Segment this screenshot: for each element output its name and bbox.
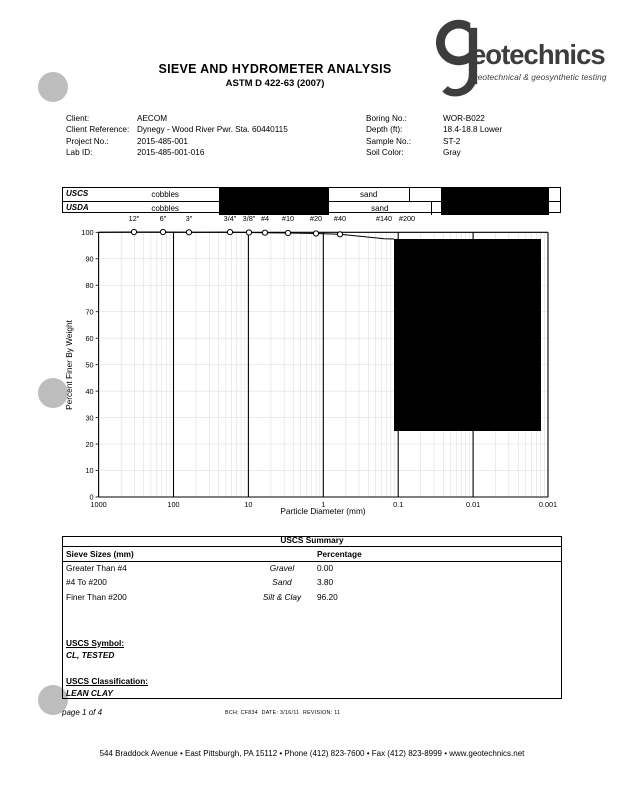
svg-text:90: 90 [85,254,93,263]
svg-text:70: 70 [85,307,93,316]
svg-text:0.01: 0.01 [466,500,480,509]
svg-text:Percent Finer By Weight: Percent Finer By Weight [64,319,74,409]
svg-text:60: 60 [85,334,93,343]
svg-text:100: 100 [167,500,179,509]
svg-text:50: 50 [85,360,93,369]
svg-text:20: 20 [85,440,93,449]
svg-text:Particle Diameter (mm): Particle Diameter (mm) [280,506,366,516]
svg-text:40: 40 [85,387,93,396]
svg-text:1000: 1000 [90,500,106,509]
svg-text:10: 10 [85,466,93,475]
svg-text:30: 30 [85,413,93,422]
svg-text:0.001: 0.001 [539,500,557,509]
svg-text:80: 80 [85,281,93,290]
svg-text:10: 10 [244,500,252,509]
svg-text:100: 100 [81,228,93,237]
svg-text:0.1: 0.1 [393,500,403,509]
